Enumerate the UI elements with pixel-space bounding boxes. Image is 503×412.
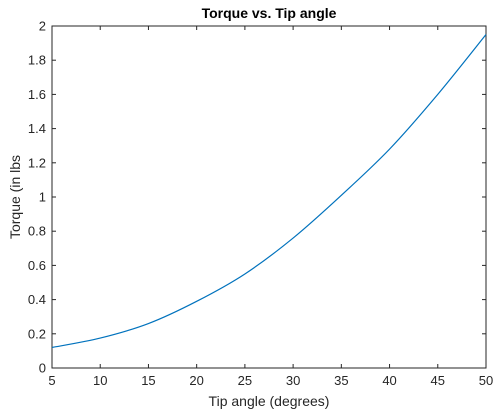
- x-tick-label: 35: [334, 373, 348, 388]
- x-tick-label: 30: [286, 373, 300, 388]
- x-tick-label: 25: [238, 373, 252, 388]
- y-tick-label: 2: [39, 19, 46, 34]
- y-tick-label: 1.4: [28, 121, 46, 136]
- chart-title: Torque vs. Tip angle: [202, 5, 337, 21]
- series-line: [51, 34, 487, 349]
- x-tick-label: 15: [141, 373, 155, 388]
- y-tick-label: 1.2: [28, 155, 46, 170]
- x-tick-label: 50: [479, 373, 493, 388]
- y-tick-label: 0.6: [28, 258, 46, 273]
- y-tick-label: 0: [39, 361, 46, 376]
- y-tick-label: 0.8: [28, 224, 46, 239]
- x-tick-label: 20: [189, 373, 203, 388]
- x-tick-label: 40: [382, 373, 396, 388]
- y-tick-label: 1.6: [28, 87, 46, 102]
- y-tick-label: 1.8: [28, 53, 46, 68]
- x-tick-label: 5: [48, 373, 55, 388]
- y-tick-label: 1: [39, 190, 46, 205]
- y-axis-label: Torque (in lbs: [7, 155, 23, 239]
- y-tick-label: 0.4: [28, 292, 46, 307]
- y-axis: 0 0.2 0.4 0.6 0.8 1 1.2 1.4 1.6 1.8 2: [28, 19, 486, 376]
- plot-area: [51, 25, 487, 369]
- series-layer: [51, 34, 487, 349]
- x-tick-label: 10: [93, 373, 107, 388]
- x-axis-label: Tip angle (degrees): [209, 393, 330, 409]
- x-axis: 5 10 15 20 25 30 35 40 45 50: [48, 26, 493, 388]
- x-tick-label: 45: [431, 373, 445, 388]
- y-tick-label: 0.2: [28, 326, 46, 341]
